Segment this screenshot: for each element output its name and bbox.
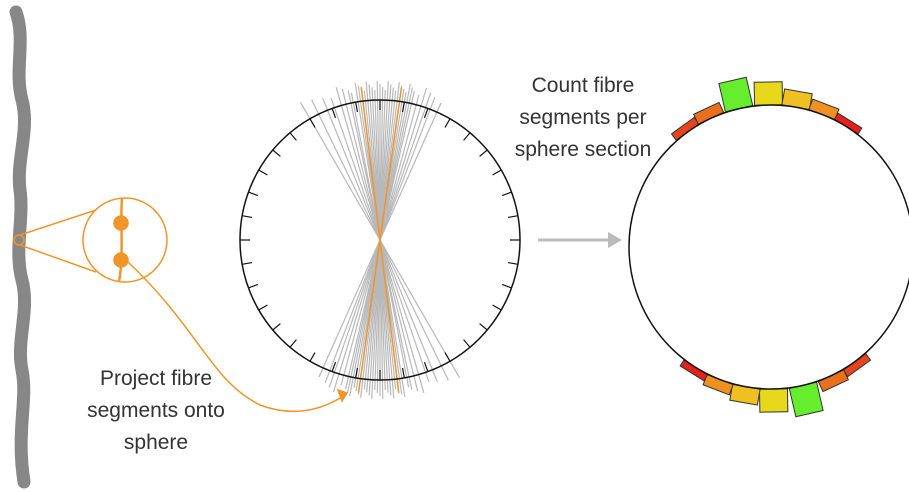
count-label: Count fibre segments per sphere section: [515, 74, 652, 161]
section-tick: [464, 340, 470, 348]
label-line: segments per: [519, 106, 646, 129]
label-line: Count fibre: [532, 74, 635, 97]
label-line: sphere: [124, 431, 188, 454]
label-line: sphere section: [515, 138, 652, 161]
section-tick: [508, 263, 518, 265]
arrow-head: [608, 232, 622, 248]
section-tick: [480, 150, 488, 156]
projection-sphere: [240, 81, 520, 399]
process-arrow: [538, 232, 622, 248]
diagram: Count fibre segments per sphere section …: [0, 0, 909, 492]
section-tick: [242, 216, 252, 218]
section-tick: [403, 368, 405, 378]
segment-point: [114, 216, 128, 230]
section-bar: [754, 82, 782, 105]
section-tick: [259, 170, 268, 175]
section-tick: [290, 133, 296, 141]
section-tick: [508, 216, 518, 218]
section-tick: [502, 192, 511, 195]
section-tick: [502, 284, 511, 287]
section-tick: [464, 133, 470, 141]
section-tick: [480, 324, 488, 330]
label-line: segments onto: [87, 399, 225, 422]
section-tick: [259, 305, 268, 310]
section-tick: [248, 192, 257, 195]
zoom-fibre: [119, 198, 122, 282]
section-tick: [445, 353, 450, 362]
zoom-circle: [83, 198, 167, 282]
section-tick: [493, 170, 502, 175]
project-label: Project fibre segments onto sphere: [87, 367, 225, 454]
section-tick: [445, 119, 450, 128]
section-tick: [356, 102, 358, 112]
count-sphere: [629, 77, 909, 417]
section-bar: [759, 389, 787, 412]
label-line: Project fibre: [100, 367, 212, 390]
section-tick: [310, 119, 315, 128]
section-tick: [248, 284, 257, 287]
section-tick: [403, 102, 405, 112]
section-tick: [273, 150, 281, 156]
section-tick: [310, 353, 315, 362]
section-tick: [242, 263, 252, 265]
fibre: [16, 12, 25, 482]
sphere: [629, 105, 909, 389]
section-tick: [493, 305, 502, 310]
section-tick: [273, 324, 281, 330]
section-tick: [290, 340, 296, 348]
segment-point: [114, 253, 128, 267]
section-tick: [356, 368, 358, 378]
